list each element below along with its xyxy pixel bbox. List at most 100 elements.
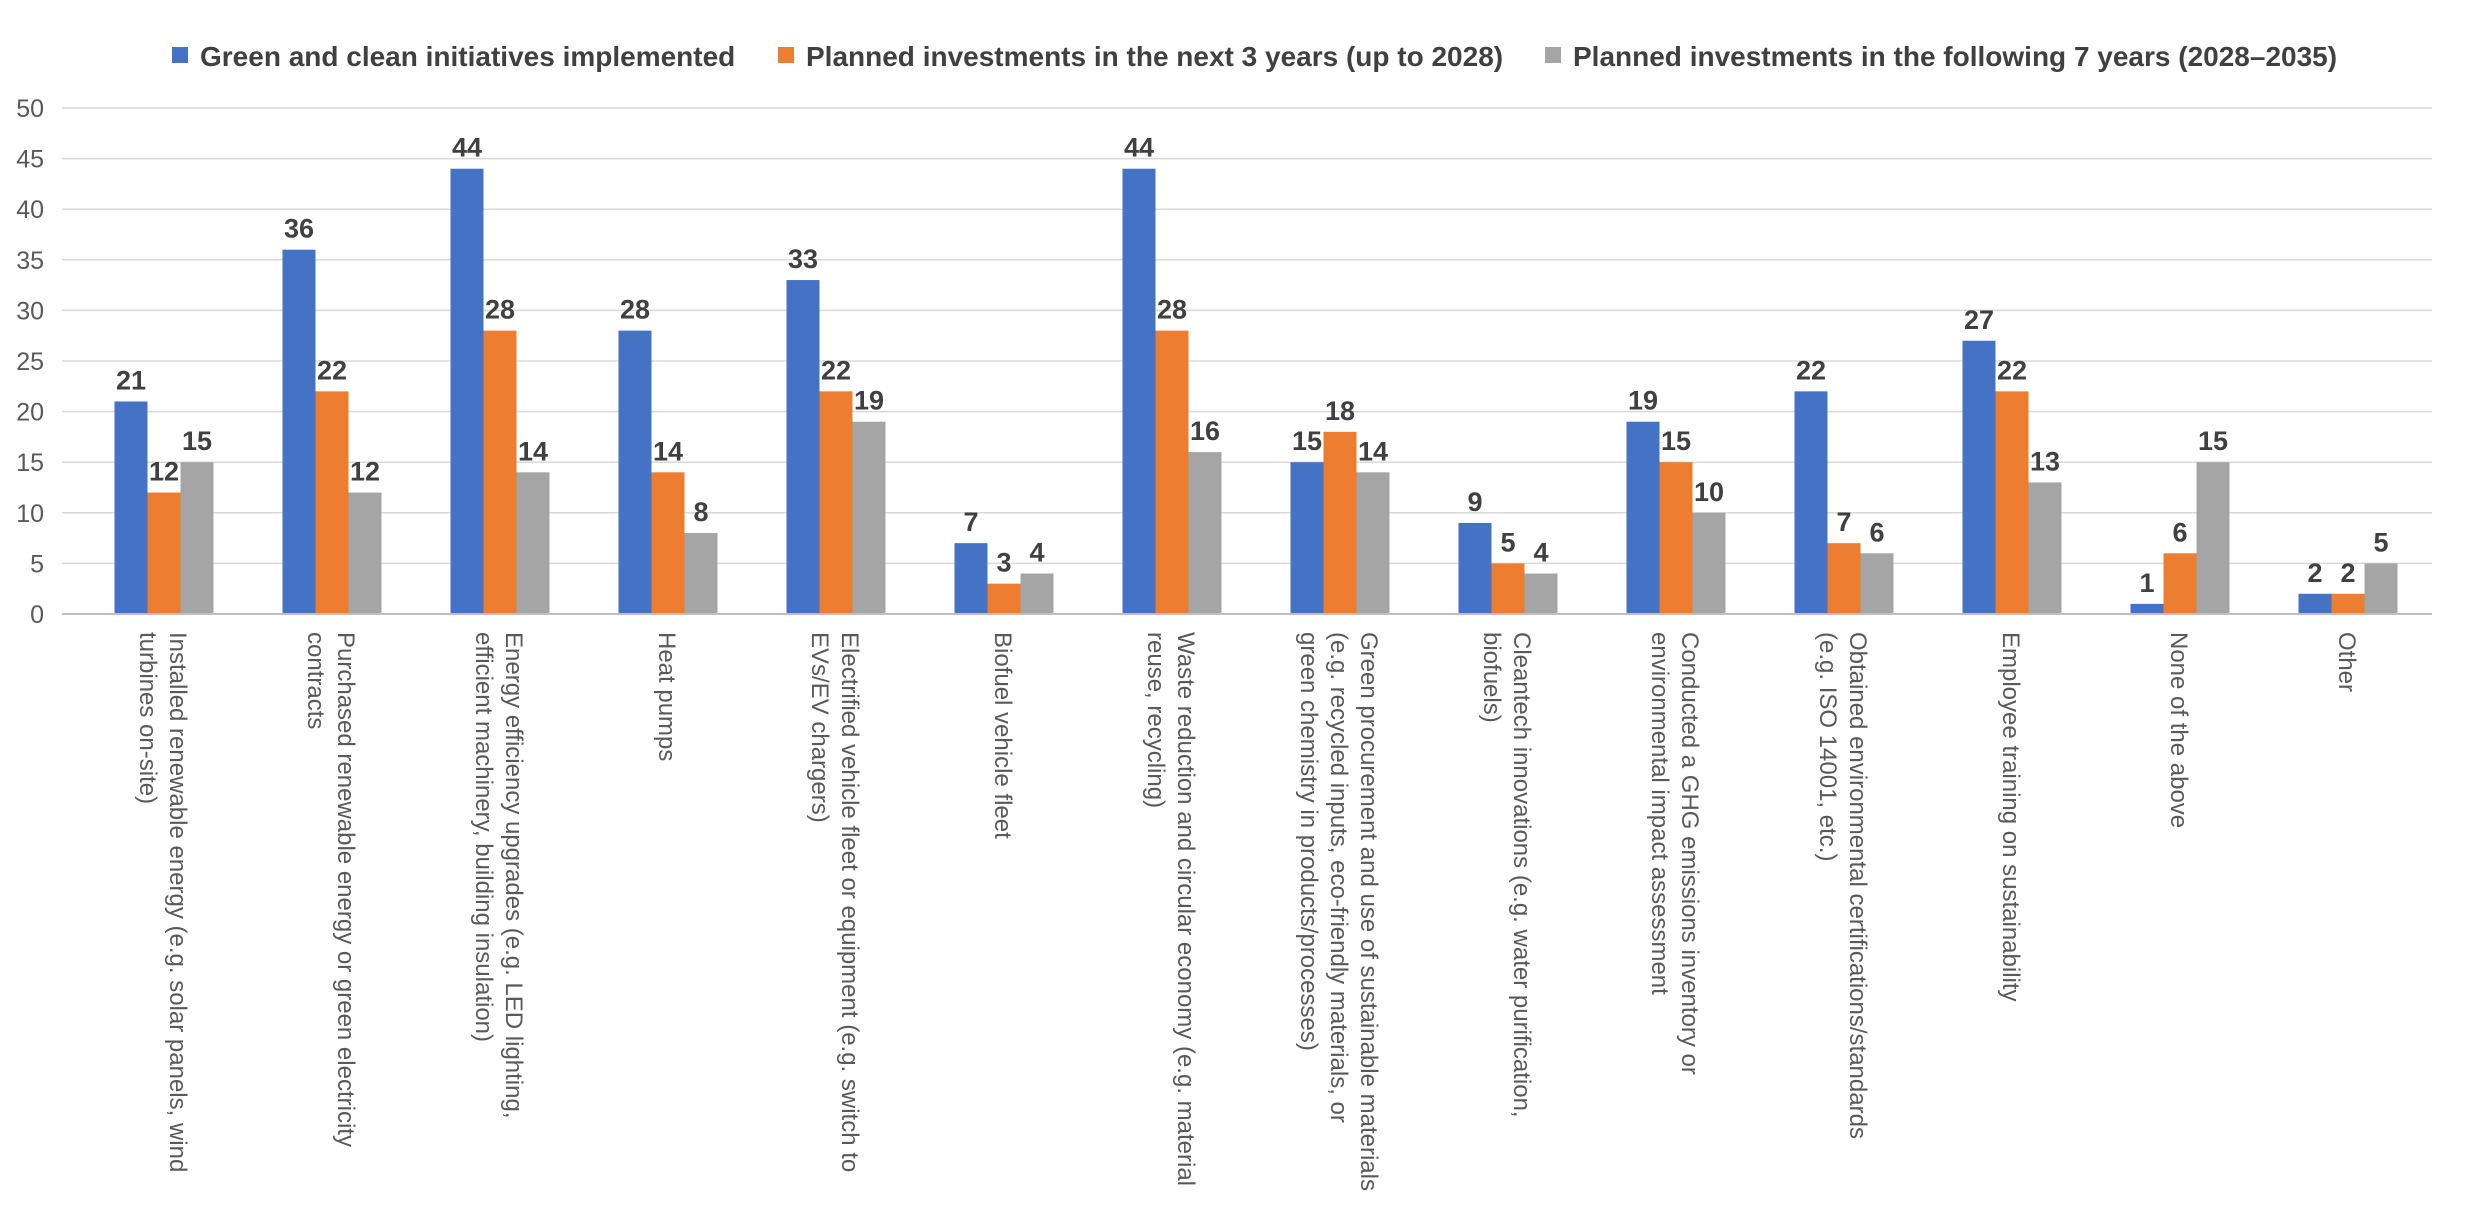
x-category-label: Cleantech innovations (e.g. water purifi… [1508,632,1535,1118]
bar-2 [2163,553,2197,614]
y-tick-label: 0 [30,601,44,629]
x-category-label-line: turbines on-site) [134,632,161,804]
legend-label-1: Green and clean initiatives implemented [200,41,735,72]
y-tick-label: 30 [16,297,44,325]
bar-2 [1995,391,2029,614]
bar-3 [2364,563,2398,614]
x-category-label-line: efficient machinery, building insulation… [470,632,497,1042]
x-category-label: Other [2333,632,2360,692]
data-label: 21 [116,365,146,395]
data-label: 14 [518,436,548,466]
bar-2 [1827,543,1861,614]
x-axis-category-labels: Installed renewable energy (e.g. solar p… [134,632,2360,1191]
bar-2 [2331,593,2365,614]
data-label: 22 [821,355,851,385]
bars [114,168,2398,614]
data-label: 1 [2139,568,2154,598]
data-label: 4 [1029,538,1044,568]
bar-3 [516,472,550,614]
x-category-label: turbines on-site) [134,632,161,804]
x-category-label: Purchased renewable energy or green elec… [332,632,359,1147]
chart-legend: Green and clean initiatives implemented P… [172,41,2337,72]
x-category-label-line: green chemistry in products/processes) [1295,632,1322,1051]
x-category-label: efficient machinery, building insulation… [470,632,497,1042]
x-category-label: environmental impact assessment [1646,632,1673,995]
data-label: 10 [1694,477,1724,507]
x-category-label: Obtained environmental certifications/st… [1844,632,1871,1139]
y-tick-label: 45 [16,146,44,174]
y-tick-label: 40 [16,196,44,224]
bar-2 [1155,330,1189,614]
x-category-label: Heat pumps [653,632,680,761]
legend-swatch-2 [778,47,794,63]
bar-1 [282,249,316,614]
legend-swatch-1 [172,47,188,63]
bar-2 [315,391,349,614]
data-label: 12 [149,457,179,487]
bar-3 [2196,462,2230,614]
data-label: 28 [620,295,650,325]
x-category-label-line: Heat pumps [653,632,680,761]
x-category-label: biofuels) [1478,632,1505,723]
data-label: 6 [2172,517,2187,547]
bar-3 [1860,553,1894,614]
bar-1 [450,168,484,614]
x-category-label-line: Waste reduction and circular economy (e.… [1172,632,1199,1186]
data-label: 5 [2373,527,2388,557]
x-category-label: None of the above [2165,632,2192,828]
x-category-label: Energy efficiency upgrades (e.g. LED lig… [500,632,527,1119]
bar-3 [1020,573,1054,614]
x-category-label-line: EVs/EV chargers) [806,632,833,823]
x-category-label-line: Obtained environmental certifications/st… [1844,632,1871,1139]
y-tick-label: 10 [16,500,44,528]
data-label: 6 [1869,517,1884,547]
data-label: 33 [788,244,818,274]
bar-3 [1692,512,1726,614]
y-axis-tick-labels: 0 5 10 15 20 25 30 35 40 45 50 [16,95,44,629]
data-label: 44 [452,133,482,163]
data-label: 7 [963,507,978,537]
x-category-label: (e.g. ISO 14001, etc.) [1814,632,1841,861]
bar-2 [651,472,685,614]
data-label: 28 [1157,295,1187,325]
y-tick-label: 35 [16,247,44,275]
data-label: 15 [182,426,212,456]
data-label: 22 [317,355,347,385]
bar-2 [987,583,1021,614]
data-label: 28 [485,295,515,325]
data-label: 9 [1467,487,1482,517]
bar-2 [1323,431,1357,614]
data-label: 16 [1190,416,1220,446]
x-category-label-line: biofuels) [1478,632,1505,723]
x-category-label-line: Installed renewable energy (e.g. solar p… [164,632,191,1172]
legend-label-3: Planned investments in the following 7 y… [1573,41,2337,72]
data-label: 44 [1124,133,1154,163]
data-label: 18 [1325,396,1355,426]
x-category-label-line: Electrified vehicle fleet or equipment (… [836,632,863,1172]
bar-1 [786,280,820,614]
data-label: 7 [1836,507,1851,537]
data-label: 15 [1661,426,1691,456]
bar-3 [2028,482,2062,614]
x-category-label-line: Biofuel vehicle fleet [989,632,1016,839]
bar-2 [819,391,853,614]
x-category-label-line: (e.g. ISO 14001, etc.) [1814,632,1841,861]
bar-2 [1491,563,1525,614]
bar-1 [2298,593,2332,614]
bar-2 [1659,462,1693,614]
data-label: 15 [1292,426,1322,456]
x-category-label: Green procurement and use of sustainable… [1355,632,1382,1191]
y-tick-label: 5 [30,550,44,578]
x-category-label: Waste reduction and circular economy (e.… [1172,632,1199,1186]
bar-1 [954,543,988,614]
x-category-label: EVs/EV chargers) [806,632,833,823]
bar-1 [1290,462,1324,614]
x-category-label-line: Purchased renewable energy or green elec… [332,632,359,1147]
x-category-label-line: Green procurement and use of sustainable… [1355,632,1382,1191]
x-category-label: green chemistry in products/processes) [1295,632,1322,1051]
bar-2 [483,330,517,614]
bar-3 [1356,472,1390,614]
bar-1 [1626,421,1660,614]
data-label: 36 [284,214,314,244]
